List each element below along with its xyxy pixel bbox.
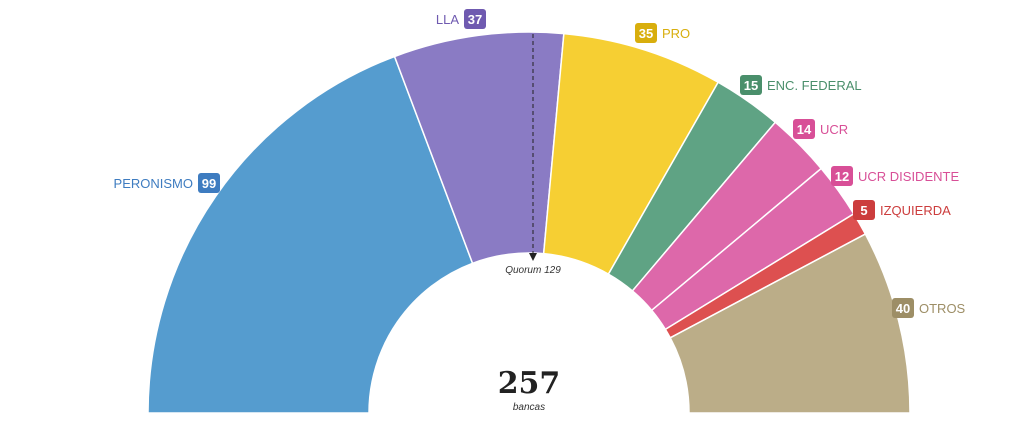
segment-otros (669, 233, 911, 414)
label-pro: 35 PRO (635, 23, 690, 43)
party-name-enc-federal: ENC. FEDERAL (767, 78, 862, 93)
seat-badge-lla (464, 9, 486, 29)
label-izquierda: 5 IZQUIERDA (853, 200, 951, 220)
quorum-arrow-icon (529, 253, 537, 261)
seat-count-lla: 37 (468, 12, 482, 27)
seat-badge-enc-federal (740, 75, 762, 95)
label-ucr: 14 UCR (793, 119, 848, 139)
seat-segments (147, 31, 911, 414)
total-seats-caption: bancas (513, 402, 545, 413)
total-seats-number: 257 (498, 366, 561, 401)
seat-badge-peronismo (198, 173, 220, 193)
party-name-peronismo: PERONISMO (114, 176, 193, 191)
label-enc-federal: 15 ENC. FEDERAL (740, 75, 862, 95)
party-name-ucr-disidente: UCR DISIDENTE (858, 169, 959, 184)
label-lla: 37 LLA (436, 9, 486, 29)
party-labels: 99 PERONISMO 37 LLA 35 PRO 15 ENC. FEDERAL 14 UCR… (114, 9, 966, 318)
party-name-otros: OTROS (919, 301, 966, 316)
seat-badge-izquierda (853, 200, 875, 220)
party-name-izquierda: IZQUIERDA (880, 203, 951, 218)
seat-count-otros: 40 (896, 301, 910, 316)
seat-badge-ucr (793, 119, 815, 139)
segment-peronismo (147, 55, 474, 414)
seat-count-izquierda: 5 (860, 203, 867, 218)
seat-count-enc-federal: 15 (744, 78, 758, 93)
quorum-marker: Quorum 129 (505, 34, 561, 276)
seat-count-ucr: 14 (797, 122, 812, 137)
seat-count-pro: 35 (639, 26, 653, 41)
party-name-ucr: UCR (820, 122, 848, 137)
quorum-label: Quorum 129 (505, 265, 561, 276)
label-otros: 40 OTROS (892, 298, 966, 318)
seat-badge-pro (635, 23, 657, 43)
label-peronismo: 99 PERONISMO (114, 173, 220, 193)
seat-count-ucr-disidente: 12 (835, 169, 849, 184)
seat-badge-ucr-disidente (831, 166, 853, 186)
seat-count-peronismo: 99 (202, 176, 216, 191)
party-name-lla: LLA (436, 12, 459, 27)
label-ucr-disidente: 12 UCR DISIDENTE (831, 166, 959, 186)
seat-badge-otros (892, 298, 914, 318)
party-name-pro: PRO (662, 26, 690, 41)
